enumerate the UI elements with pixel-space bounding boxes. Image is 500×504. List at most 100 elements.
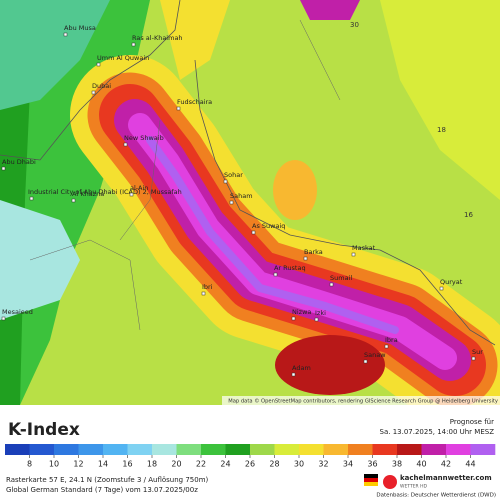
place-marker [131,42,136,47]
legend-swatch [5,444,30,455]
brand: kachelmannwetter.com [400,474,492,482]
legend-tick-label: 44 [465,460,475,469]
place-marker [1,166,6,171]
place-marker [129,192,134,197]
footer-line: Rasterkarte 57 E, 24.1 N (Zoomstufe 3 / … [6,476,209,484]
place-label: Sohar [224,171,243,179]
legend-swatch [274,444,300,455]
brand-sub: WETTER HD [400,484,427,490]
legend-tick-label: 34 [343,460,353,469]
forecast-label: Prognose für [450,418,494,426]
legend-tick-label: 26 [245,460,255,469]
place-label: As Suwaiq [252,222,285,230]
legend-tick-label: 8 [27,460,32,469]
place-marker [91,90,96,95]
place-marker [201,291,206,296]
place-marker [273,272,278,277]
legend-tick-label: 30 [294,460,304,469]
map: Abu Musa Ras al-Khaimah Umm Al Quwain Dubai… [0,0,500,405]
legend-tick-label: 22 [196,460,206,469]
forecast-time: Sa. 13.07.2025, 14:00 Uhr MESZ [380,428,495,436]
legend-tick-label: 38 [392,460,402,469]
place-marker [439,286,444,291]
legend-tick-label: 12 [73,460,83,469]
legend-tick-label: 42 [441,460,451,469]
legend-swatch [225,444,251,455]
data-source: Datenbasis: Deutscher Wetterdienst (DWD) [376,493,496,499]
place-marker [329,282,334,287]
place-label: Izki [315,309,326,317]
legend-swatch [152,444,177,455]
place-label: Dubai [92,82,111,90]
legend-swatch [397,444,422,455]
legend-swatch [299,444,324,455]
place-marker [314,317,319,322]
legend-tick-label: 40 [416,460,426,469]
place-label: Barka [304,248,323,256]
legend-swatch [348,444,373,455]
place-label: Al Khazna [72,190,104,198]
place-marker [63,32,68,37]
legend-swatch [372,444,398,455]
legend-tick-label: 32 [318,460,328,469]
map-attribution: Map data © OpenStreetMap contributors, r… [228,398,498,405]
legend-swatch [103,444,128,455]
legend-swatch [421,444,447,455]
place-label: Fudschaira [177,98,212,106]
footer-line: Global German Standard (7 Tage) vom 13.0… [6,486,198,494]
legend-swatch [176,444,202,455]
contour-label: 16 [464,211,473,219]
place-marker [71,198,76,203]
legend-tick-label: 24 [220,460,230,469]
place-marker [223,179,228,184]
legend-swatch [250,444,275,455]
legend-swatch [323,444,349,455]
place-marker [229,200,234,205]
place-label: Nizwa [292,308,311,316]
legend-swatch [201,444,226,455]
legend-title: K-Index [8,420,80,440]
place-marker [303,256,308,261]
legend-tick-label: 20 [171,460,181,469]
place-label: Sanaw [364,351,386,359]
legend-tick-label: 18 [147,460,157,469]
place-marker [351,252,356,257]
place-marker [363,359,368,364]
place-marker [384,344,389,349]
legend-swatch [446,444,471,455]
contour-label: 30 [350,21,359,29]
place-marker [96,62,101,67]
place-label: Maskat [352,244,376,252]
legend-swatch [54,444,79,455]
legend-tick-label: 10 [49,460,59,469]
legend-swatch [127,444,153,455]
legend-tick-label: 36 [367,460,377,469]
place-label: Industrial City of Abu Dhabi (ICAD) 2, M… [28,188,182,196]
legend-tick-label: 14 [98,460,108,469]
place-label: Mesaieed [2,308,33,316]
place-label: al-Ain [130,184,148,192]
place-label: New Shwaib [124,134,164,142]
place-marker [1,316,6,321]
legend-tick-label: 16 [122,460,132,469]
place-label: Umm Al Quwain [97,54,149,62]
place-label: Quryat [440,278,463,286]
legend-swatch [29,444,55,455]
place-label: Abu Dhabi [2,158,36,166]
place-label: Abu Musa [64,24,96,32]
place-marker [291,316,296,321]
place-marker [29,196,34,201]
legend-tick-label: 28 [269,460,279,469]
place-marker [123,142,128,147]
contour-label: 18 [437,126,446,134]
place-marker [471,356,476,361]
place-label: Saham [230,192,253,200]
place-marker [251,230,256,235]
place-label: Adam [292,364,311,372]
place-label: Ibra [385,336,398,344]
legend-swatch [78,444,104,455]
legend-swatch [470,444,496,455]
place-label: Sur [472,348,483,356]
